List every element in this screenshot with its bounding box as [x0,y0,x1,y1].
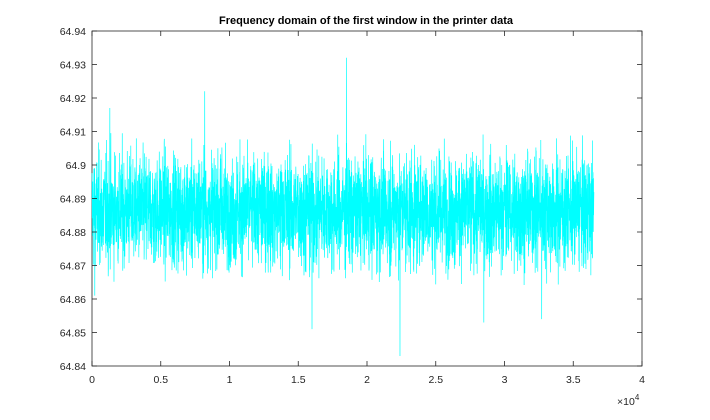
y-tick-label: 64.91 [60,127,86,139]
y-tick-label: 64.84 [60,361,86,373]
y-tick-label: 64.88 [60,227,86,239]
x-tick-label: 2 [364,374,370,386]
x-tick-label: 0 [89,374,95,386]
y-tick-label: 64.85 [60,328,86,340]
y-tick-label: 64.89 [60,194,86,206]
y-tick-label: 64.92 [60,93,86,105]
y-tick-label: 64.86 [60,294,86,306]
y-tick-label: 64.87 [60,261,86,273]
y-tick-label: 64.93 [60,60,86,72]
x-tick-label: 2.5 [428,374,443,386]
x-exponent-label: ×104 [617,393,640,408]
x-tick-label: 3 [502,374,508,386]
series-layer [91,57,595,356]
x-tick-label: 4 [639,374,645,386]
ticks-layer: 0 0.5 1 1.5 2 2.5 3 3.5 4 64.84 64.85 64.86 64.87 64.… [60,26,645,386]
y-tick-label: 64.9 [66,160,87,172]
plot-area: 0 0.5 1 1.5 2 2.5 3 3.5 4 64.84 64.85 64.86 64.87 64.… [60,26,645,386]
x-tick-label: 0.5 [153,374,168,386]
x-tick-label: 1.5 [291,374,306,386]
x-exponent-power: 4 [635,393,640,402]
chart-title: Frequency domain of the first window in … [219,15,514,27]
series-line [91,57,595,356]
y-tick-label: 64.94 [60,26,86,38]
x-tick-label: 3.5 [566,374,581,386]
x-tick-label: 1 [227,374,233,386]
x-exponent-base: ×10 [617,396,635,408]
